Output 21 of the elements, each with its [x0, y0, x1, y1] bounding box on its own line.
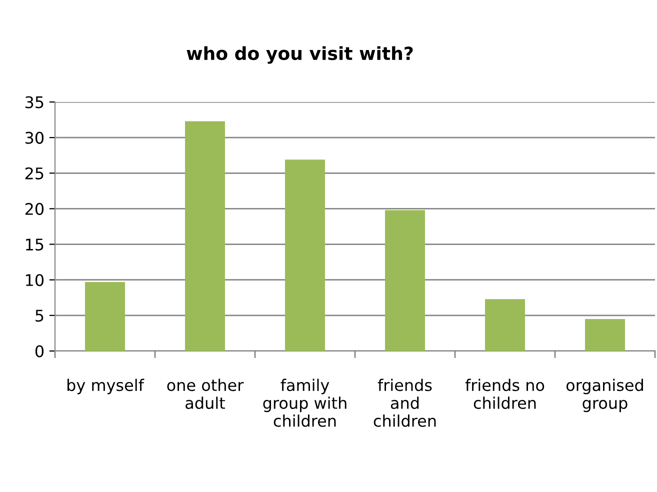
bar: [185, 121, 225, 351]
bar: [285, 160, 325, 351]
chart-title: who do you visit with?: [186, 46, 413, 64]
bar: [385, 210, 425, 351]
bar: [85, 282, 125, 351]
x-tick-label: organised group: [566, 378, 643, 412]
x-tick-label: family group with children: [263, 378, 346, 427]
y-tick-label: 20: [25, 202, 44, 216]
y-tick-label: 5: [36, 310, 44, 322]
x-tick-label: one other adult: [167, 378, 244, 410]
y-tick-label: 0: [35, 345, 44, 358]
y-tick-label: 35: [25, 96, 44, 108]
y-tick-label: 25: [25, 167, 44, 180]
bar: [485, 299, 525, 351]
y-tick-label: 10: [26, 274, 44, 286]
x-tick-label: friends and children: [374, 378, 436, 427]
x-tick-label: by myself: [68, 378, 144, 394]
y-tick-label: 30: [25, 132, 44, 144]
x-tick-label: friends no children: [465, 378, 544, 410]
y-tick-label: 15: [26, 238, 44, 251]
bar: [585, 318, 625, 351]
